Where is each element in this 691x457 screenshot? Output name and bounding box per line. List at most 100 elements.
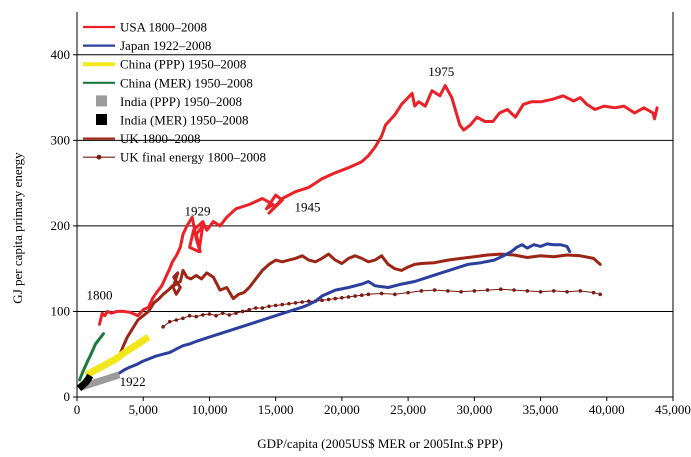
x-tick-label: 5,000 [129,402,158,417]
legend-label: India (MER) 1950–2008 [120,113,249,128]
series-point [525,289,530,293]
legend-item: India (PPP) 1950–2008 [96,94,242,109]
series-point [201,313,205,317]
series-point [333,296,338,301]
legend-label: USA 1800–2008 [120,20,207,35]
series-4 [81,371,121,391]
series-point [247,307,251,312]
series-point [214,313,218,318]
series-point [234,311,238,315]
series-point [220,311,225,315]
y-tick-label: 200 [51,218,71,233]
series-point [552,289,556,293]
series-point [459,289,463,294]
series-point [273,303,278,308]
series-point [366,292,371,297]
series-point [419,289,424,293]
series-point [346,295,351,299]
series-0 [98,84,659,326]
series-point [181,316,185,321]
series-point [194,314,198,319]
annotation-label: 1975 [428,64,454,79]
y-tick-label: 100 [51,303,71,318]
legend-item: India (MER) 1950–2008 [96,113,249,128]
series-point [254,306,258,310]
x-tick-label: 35,000 [523,402,559,417]
series-point [340,295,344,300]
series-point [538,289,543,294]
legend-label: China (MER) 1950–2008 [120,75,253,90]
series-point [591,290,596,295]
series-point [306,299,311,303]
legend-marker [96,154,102,160]
series-point [432,288,437,292]
x-tick-label: 15,000 [258,402,294,417]
x-tick-label: 30,000 [456,402,492,417]
axes [76,12,674,398]
legend-swatch [96,95,107,107]
annotations: 1975 1929 1945 1800 1922 [87,64,455,389]
series-line [81,371,121,391]
annotation-label: 1929 [185,204,211,219]
series-5 [76,373,94,392]
series-6 [119,252,602,354]
series-point [267,304,271,309]
legend-swatch [96,114,107,125]
series-layer [76,84,659,392]
series-point [485,288,490,292]
legend-item: UK final energy 1800–2008 [83,150,266,165]
legend-label: India (PPP) 1950–2008 [120,94,242,109]
legend-item: UK 1800–2008 [83,131,201,146]
series-point [379,291,384,296]
series-line [98,84,659,326]
series-point [359,293,364,297]
series-point [174,318,179,322]
series-1 [117,242,572,375]
series-point [578,289,583,293]
x-tick-label: 40,000 [589,402,625,417]
x-tick-label: 25,000 [390,402,426,417]
series-line [78,332,105,382]
legend-item: Japan 1922–2008 [83,38,211,53]
series-point [167,319,172,324]
series-point [446,289,450,293]
series-point [240,309,245,314]
series-point [320,298,324,303]
series-point [393,292,397,297]
grid-lines [77,54,673,312]
series-line [117,242,572,375]
legend-label: China (PPP) 1950–2008 [120,57,246,72]
annotation-label: 1945 [294,199,320,214]
series-point [260,306,265,310]
series-point [472,289,477,293]
legend-label: Japan 1922–2008 [120,38,211,53]
legend-label: UK final energy 1800–2008 [120,150,266,165]
annotation-label: 1922 [120,374,146,389]
series-point [353,294,357,298]
series-point [161,325,165,329]
legend-label: UK 1800–2008 [120,131,201,146]
series-point [565,289,569,294]
tick-labels: 0 5,000 10,000 15,000 20,000 25,000 30,000 35,0… [51,47,691,417]
x-axis-label: GDP/capita (2005US$ MER or 2005Int.$ PPP… [257,436,503,451]
series-point [406,290,410,295]
y-tick-label: 400 [51,47,71,62]
series-line [119,252,602,354]
series-point [293,301,298,305]
series-line [84,334,151,379]
series-point [280,302,285,307]
x-tick-label: 10,000 [192,402,228,417]
legend-item: China (MER) 1950–2008 [83,75,253,90]
series-point [287,301,291,306]
x-tick-label: 0 [74,402,81,417]
y-tick-label: 300 [51,132,71,147]
x-tick-label: 20,000 [324,402,360,417]
series-3 [78,332,105,382]
legend-item: USA 1800–2008 [83,20,207,35]
series-point [227,313,232,317]
y-tick-label: 0 [64,389,71,404]
annotation-label: 1800 [87,287,113,302]
legend-item: China (PPP) 1950–2008 [83,57,246,72]
series-point [598,292,602,297]
legend: USA 1800–2008 Japan 1922–2008 China (PPP) … [83,20,266,165]
